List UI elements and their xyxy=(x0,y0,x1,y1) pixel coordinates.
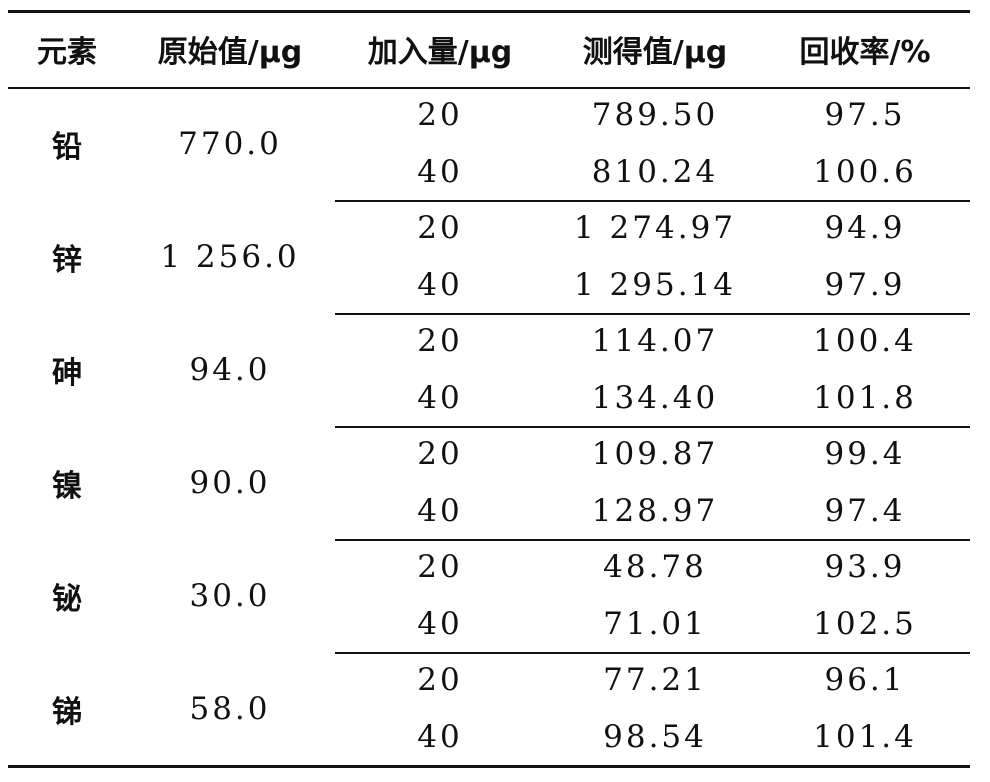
value-cell: 1 274.97 xyxy=(573,210,737,247)
bottom-rule xyxy=(8,765,970,768)
value-cell: 40 xyxy=(417,492,463,529)
original-cell: 94.0 xyxy=(189,351,271,388)
value-cell: 789.50 xyxy=(591,97,719,134)
element-cell: 铅 xyxy=(52,129,82,165)
original-cell: 770.0 xyxy=(178,125,282,162)
value-cell: 109.87 xyxy=(591,436,719,473)
header-cell: 加入量/μg xyxy=(367,35,513,70)
value-cell: 20 xyxy=(417,97,463,134)
value-cell: 100.6 xyxy=(813,153,917,190)
value-cell: 97.5 xyxy=(824,97,906,134)
value-cell: 128.97 xyxy=(591,492,719,529)
value-cell: 40 xyxy=(417,718,463,755)
group-rule xyxy=(335,313,970,315)
top-rule xyxy=(8,10,970,13)
value-cell: 101.8 xyxy=(813,379,917,416)
value-cell: 20 xyxy=(417,210,463,247)
value-cell: 20 xyxy=(417,323,463,360)
original-cell: 1 256.0 xyxy=(160,238,300,275)
original-cell: 90.0 xyxy=(189,464,271,501)
value-cell: 93.9 xyxy=(824,549,906,586)
value-cell: 101.4 xyxy=(813,718,917,755)
value-cell: 77.21 xyxy=(603,662,707,699)
value-cell: 100.4 xyxy=(813,323,917,360)
value-cell: 48.78 xyxy=(603,549,707,586)
group-rule xyxy=(335,652,970,654)
element-cell: 砷 xyxy=(52,355,82,391)
value-cell: 71.01 xyxy=(603,605,707,642)
value-cell: 102.5 xyxy=(813,605,917,642)
value-cell: 97.4 xyxy=(824,492,906,529)
header-cell: 原始值/μg xyxy=(157,35,303,70)
value-cell: 40 xyxy=(417,266,463,303)
element-cell: 镍 xyxy=(52,468,82,504)
header-rule xyxy=(8,87,970,89)
value-cell: 20 xyxy=(417,662,463,699)
value-cell: 134.40 xyxy=(591,379,719,416)
group-rule xyxy=(335,539,970,541)
header-cell: 测得值/μg xyxy=(582,35,728,70)
value-cell: 97.9 xyxy=(824,266,906,303)
value-cell: 20 xyxy=(417,436,463,473)
element-cell: 锑 xyxy=(52,694,82,730)
element-cell: 铋 xyxy=(52,581,82,617)
value-cell: 40 xyxy=(417,379,463,416)
header-cell: 元素 xyxy=(37,35,97,70)
value-cell: 96.1 xyxy=(824,662,906,699)
header-cell: 回收率/% xyxy=(799,35,931,70)
group-rule xyxy=(335,200,970,202)
original-cell: 30.0 xyxy=(189,577,271,614)
group-rule xyxy=(335,426,970,428)
value-cell: 114.07 xyxy=(591,323,719,360)
value-cell: 94.9 xyxy=(824,210,906,247)
value-cell: 20 xyxy=(417,549,463,586)
value-cell: 40 xyxy=(417,153,463,190)
original-cell: 58.0 xyxy=(189,690,271,727)
value-cell: 810.24 xyxy=(591,153,719,190)
value-cell: 98.54 xyxy=(603,718,707,755)
value-cell: 99.4 xyxy=(824,436,906,473)
element-cell: 锌 xyxy=(52,242,82,278)
value-cell: 1 295.14 xyxy=(573,266,737,303)
value-cell: 40 xyxy=(417,605,463,642)
